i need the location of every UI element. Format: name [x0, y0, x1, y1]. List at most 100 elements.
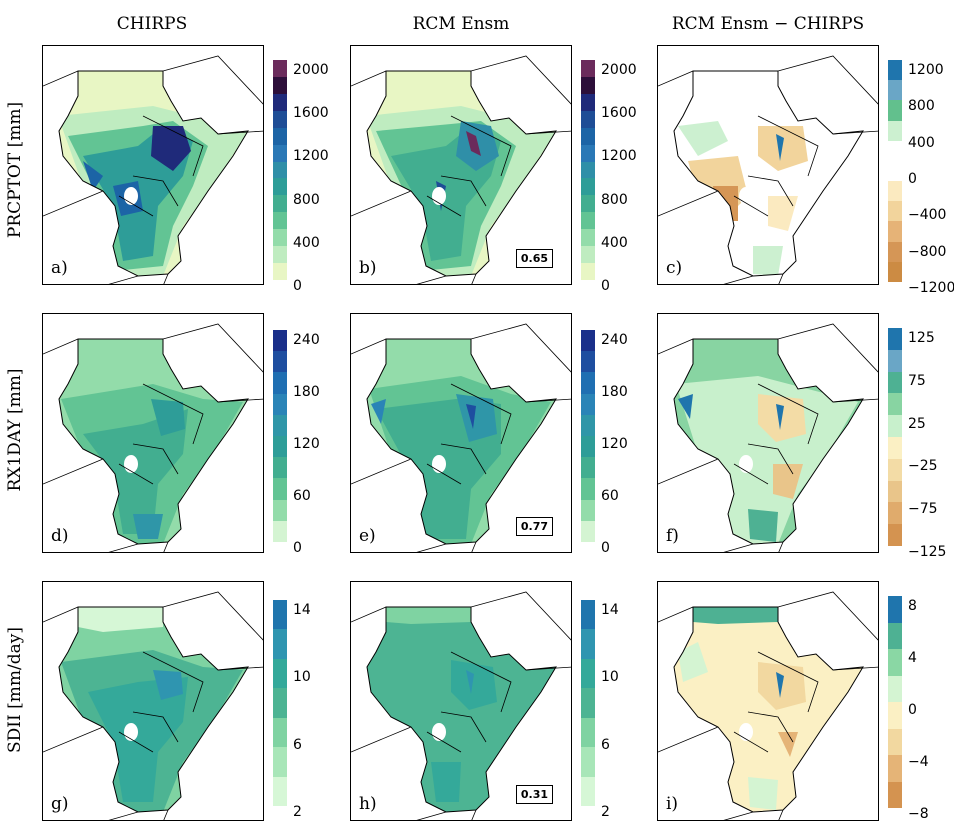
- colorbar-swatch: [888, 80, 902, 101]
- colorbar-swatch: [888, 160, 902, 182]
- colorbar-rx1day-chirps: [273, 330, 287, 542]
- colorbar-swatch: [581, 229, 595, 247]
- colorbar-tick-label: 125: [908, 330, 935, 346]
- colorbar-tick-label: −800: [908, 243, 947, 260]
- colorbar-tick-label: 10: [601, 669, 619, 686]
- colorbar-swatch: [581, 478, 595, 500]
- colorbar-swatch: [581, 629, 595, 659]
- colorbar-swatch: [581, 776, 595, 806]
- colorbar-tick-label: 0: [601, 540, 610, 556]
- colorbar-tick-label: 1600: [601, 105, 637, 122]
- panel-label-a: a): [51, 258, 68, 278]
- colorbar-tick-label: 120: [601, 436, 628, 452]
- colorbar-swatch: [273, 414, 287, 436]
- colorbar-swatch: [273, 263, 287, 280]
- colorbar-swatch: [581, 688, 595, 718]
- colorbar-swatch: [581, 161, 595, 179]
- colorbar-swatch: [888, 781, 902, 808]
- colorbar-tick-label: 0: [601, 278, 610, 294]
- colorbar-swatch: [273, 127, 287, 145]
- colorbar-tick-label: 1200: [908, 62, 944, 78]
- spatial-correlation-badge: 0.31: [515, 785, 553, 804]
- colorbar-tick-label: 400: [908, 134, 935, 151]
- colorbar-swatch: [273, 229, 287, 247]
- map-panel-c: c): [657, 45, 879, 285]
- colorbar-tick-label: 0: [293, 540, 302, 556]
- colorbar-tick-label: 120: [293, 436, 320, 452]
- colorbar-prcptot-chirps: [273, 60, 287, 280]
- colorbar-tick-label: 240: [293, 332, 320, 348]
- column-title-rcm-ensm: RCM Ensm: [412, 14, 510, 34]
- colorbar-swatch: [888, 60, 902, 81]
- colorbar-tick-label: −125: [908, 544, 947, 560]
- colorbar-swatch: [888, 524, 902, 546]
- colorbar-tick-label: −400: [908, 207, 947, 224]
- colorbar-swatch: [888, 702, 902, 729]
- colorbar-swatch: [273, 60, 287, 77]
- spatial-correlation-badge: 0.77: [515, 517, 553, 536]
- colorbar-sdii-rcm: [581, 600, 595, 806]
- map-panel-a: a): [42, 45, 264, 285]
- colorbar-swatch: [581, 60, 595, 77]
- colorbar-swatch: [273, 144, 287, 162]
- colorbar-swatch: [581, 520, 595, 542]
- colorbar-tick-label: −25: [908, 458, 938, 475]
- colorbar-swatch: [888, 436, 902, 459]
- colorbar-tick-label: 2000: [293, 62, 329, 78]
- colorbar-tick-label: 1200: [293, 148, 329, 165]
- colorbar-tick-label: 400: [601, 234, 628, 251]
- colorbar-tick-label: 800: [601, 191, 628, 208]
- colorbar-tick-label: −8: [908, 806, 929, 822]
- colorbar-swatch: [581, 435, 595, 458]
- map-panel-b: b) 0.65: [350, 45, 572, 285]
- colorbar-swatch: [581, 600, 595, 630]
- panel-label-b: b): [359, 258, 377, 278]
- spatial-correlation-badge: 0.65: [515, 249, 553, 268]
- colorbar-swatch: [888, 596, 902, 623]
- colorbar-swatch: [888, 649, 902, 676]
- panel-label-f: f): [666, 526, 679, 546]
- colorbar-tick-label: 1200: [601, 148, 637, 165]
- colorbar-swatch: [581, 195, 595, 213]
- colorbar-swatch: [888, 675, 902, 702]
- panel-label-g: g): [51, 794, 69, 814]
- colorbar-tick-label: 400: [293, 234, 320, 251]
- map-panel-f: f): [657, 313, 879, 553]
- colorbar-swatch: [273, 330, 287, 352]
- colorbar-swatch: [581, 110, 595, 128]
- colorbar-swatch: [888, 349, 902, 372]
- colorbar-rx1day-diff: [888, 328, 902, 546]
- colorbar-tick-label: 0: [293, 278, 302, 294]
- colorbar-swatch: [273, 457, 287, 479]
- colorbar-swatch: [888, 480, 902, 503]
- colorbar-swatch: [581, 393, 595, 415]
- colorbar-swatch: [273, 747, 287, 777]
- colorbar-swatch: [273, 351, 287, 373]
- colorbar-swatch: [888, 502, 902, 525]
- colorbar-swatch: [888, 622, 902, 649]
- colorbar-swatch: [888, 181, 902, 202]
- map-panel-d: d): [42, 313, 264, 553]
- colorbar-prcptot-rcm: [581, 60, 595, 280]
- colorbar-swatch: [273, 76, 287, 94]
- colorbar-swatch: [581, 330, 595, 352]
- column-title-difference: RCM Ensm − CHIRPS: [671, 14, 865, 34]
- colorbar-sdii-chirps: [273, 600, 287, 806]
- colorbar-swatch: [581, 414, 595, 436]
- colorbar-tick-label: 4: [908, 650, 917, 666]
- colorbar-swatch: [273, 212, 287, 230]
- colorbar-sdii-diff: [888, 596, 902, 808]
- row-title-sdii: SDII [mm/day]: [5, 627, 25, 753]
- colorbar-swatch: [273, 110, 287, 128]
- map-panel-h: h) 0.31: [350, 581, 572, 821]
- colorbar-tick-label: 240: [601, 332, 628, 348]
- colorbar-swatch: [581, 658, 595, 689]
- colorbar-swatch: [273, 600, 287, 630]
- colorbar-swatch: [888, 371, 902, 394]
- colorbar-tick-label: 6: [601, 736, 610, 753]
- colorbar-swatch: [888, 100, 902, 121]
- colorbar-tick-label: 2000: [601, 62, 637, 78]
- map-panel-g: g): [42, 581, 264, 821]
- colorbar-swatch: [273, 93, 287, 111]
- colorbar-tick-label: 10: [293, 669, 311, 686]
